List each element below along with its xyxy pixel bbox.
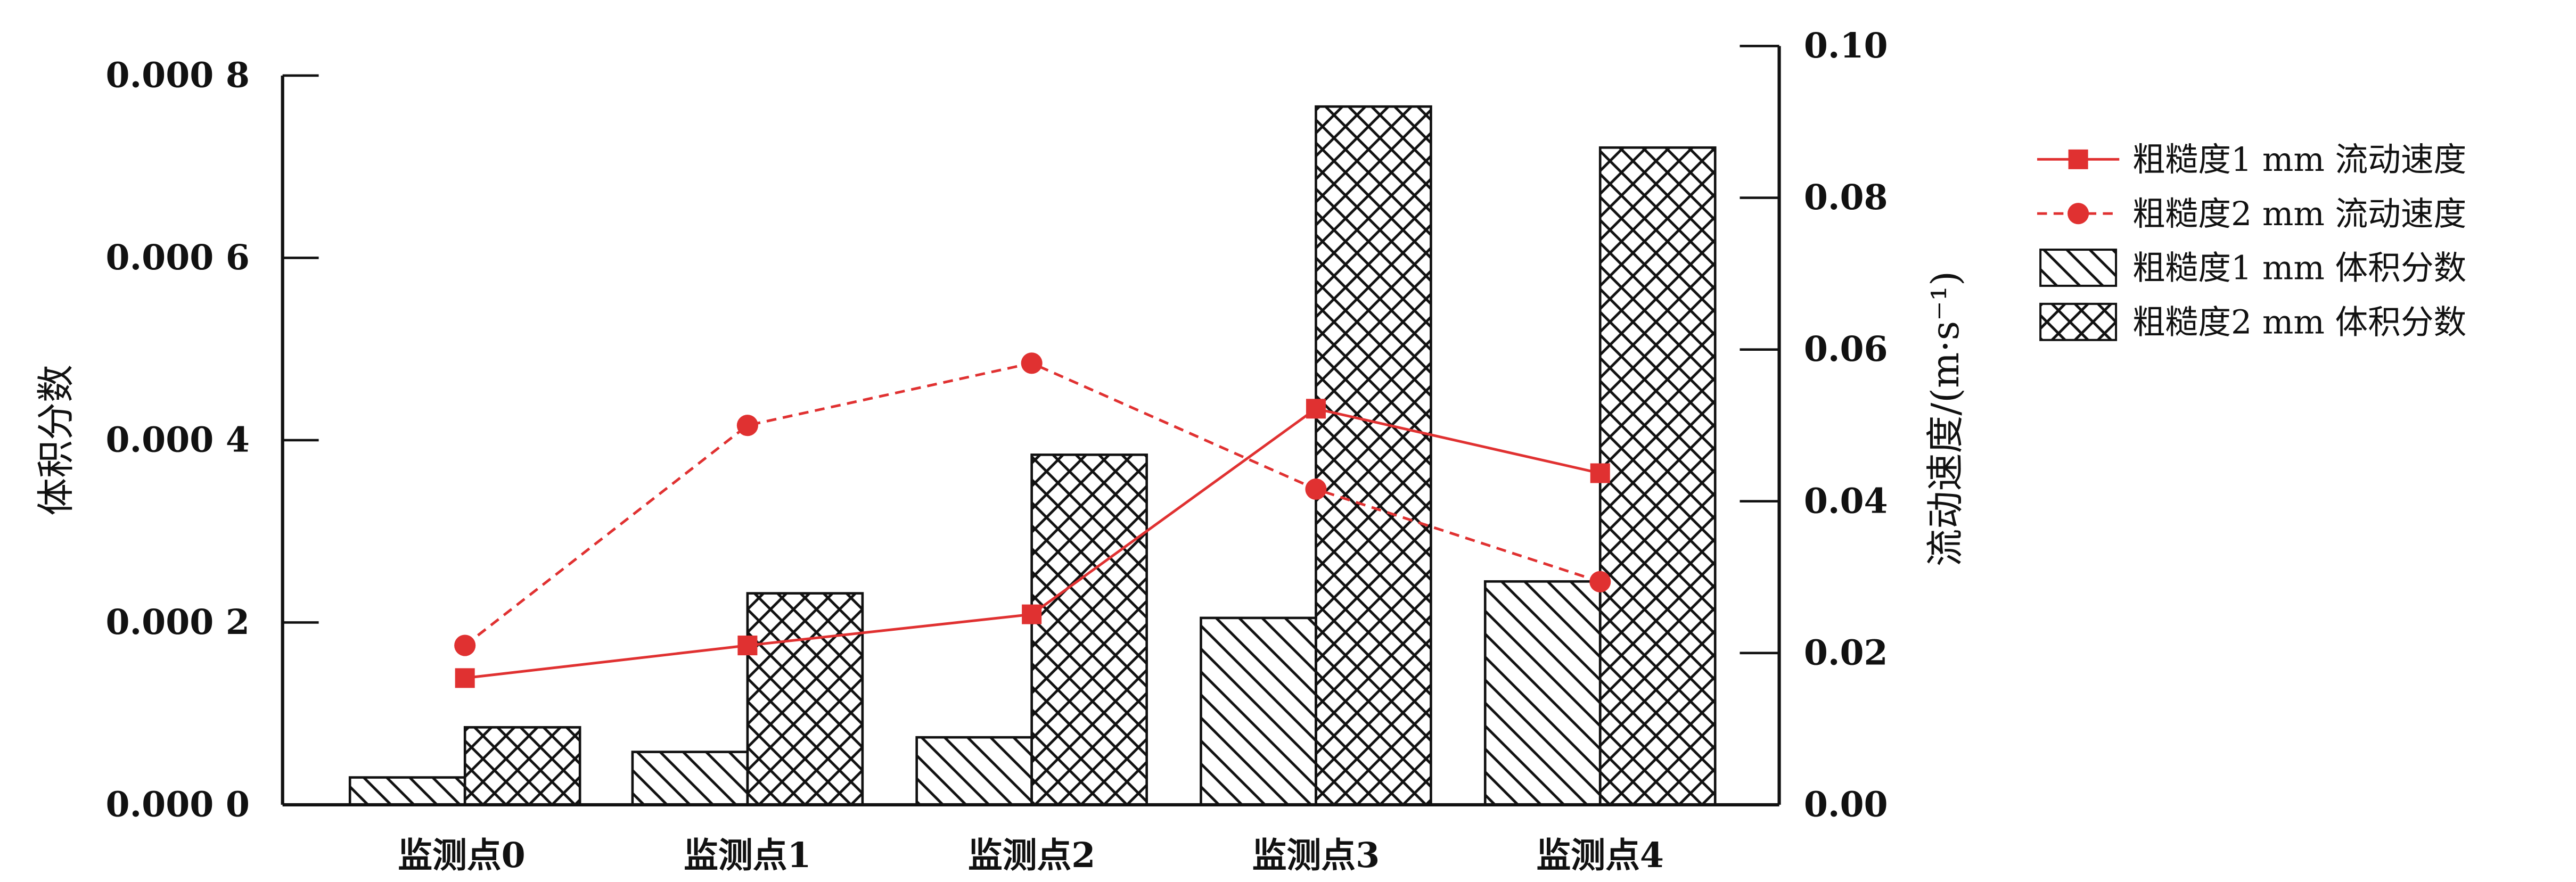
circle-marker (1021, 352, 1043, 374)
square-marker (1590, 463, 1610, 483)
bar-1-2 (915, 736, 1033, 806)
legend-square-marker (2068, 149, 2088, 169)
lines (454, 352, 1611, 688)
legend-label: 粗糙度1 mm 流动速度 (2132, 141, 2466, 179)
square-marker (737, 636, 758, 656)
y2-tick-label: 0.02 (1804, 632, 1888, 673)
bar-2-0 (463, 726, 581, 806)
y-axis-label: 体积分数 (34, 365, 78, 516)
y-tick-label: 0.000 8 (106, 55, 250, 96)
x-tick-label: 监测点2 (968, 835, 1095, 876)
x-tick-label: 监测点3 (1252, 835, 1380, 876)
legend-label: 粗糙度1 mm 体积分数 (2132, 249, 2466, 287)
bar-1-0 (348, 776, 466, 806)
y2-tick-label: 0.10 (1804, 26, 1888, 66)
y2-tick-label: 0.06 (1804, 329, 1888, 369)
y-tick-label: 0.000 0 (106, 785, 250, 825)
square-marker (455, 668, 475, 688)
bar-1-4 (1483, 580, 1602, 806)
square-marker (1306, 399, 1326, 419)
bar-2-1 (746, 592, 864, 806)
x-tick-label: 监测点0 (398, 835, 525, 876)
bar-2-4 (1598, 146, 1717, 806)
bar-1-3 (1200, 616, 1317, 806)
y-tick-label: 0.000 2 (106, 602, 250, 642)
x-tick-label: 监测点1 (684, 835, 811, 876)
circle-marker (1589, 571, 1611, 592)
bar-2-3 (1315, 105, 1432, 806)
x-tick-label: 监测点4 (1537, 835, 1664, 876)
bars (348, 105, 1717, 806)
y2-tick-label: 0.00 (1804, 785, 1888, 825)
legend-bar-swatch (2039, 249, 2118, 287)
bar-1-1 (631, 751, 749, 806)
legend-label: 粗糙度2 mm 体积分数 (2132, 303, 2466, 341)
y2-tick-label: 0.08 (1804, 177, 1888, 218)
circle-marker (736, 415, 758, 436)
y2-axis-label: 流动速度/(m·s⁻¹) (1923, 271, 1967, 566)
legend-bar-swatch (2039, 302, 2118, 341)
y-tick-label: 0.000 4 (106, 420, 250, 460)
bar-2-2 (1030, 454, 1148, 806)
legend-label: 粗糙度2 mm 流动速度 (2132, 195, 2466, 233)
axes: 0.000 0 0.000 2 0.000 4 0.000 6 0.000 8 0.00 0… (106, 26, 1888, 876)
circle-marker (1305, 478, 1327, 500)
legend-circle-marker (2068, 203, 2089, 225)
circle-marker (454, 634, 476, 656)
y-tick-label: 0.000 6 (106, 237, 250, 278)
square-marker (1022, 604, 1042, 624)
y2-tick-label: 0.04 (1804, 481, 1888, 521)
